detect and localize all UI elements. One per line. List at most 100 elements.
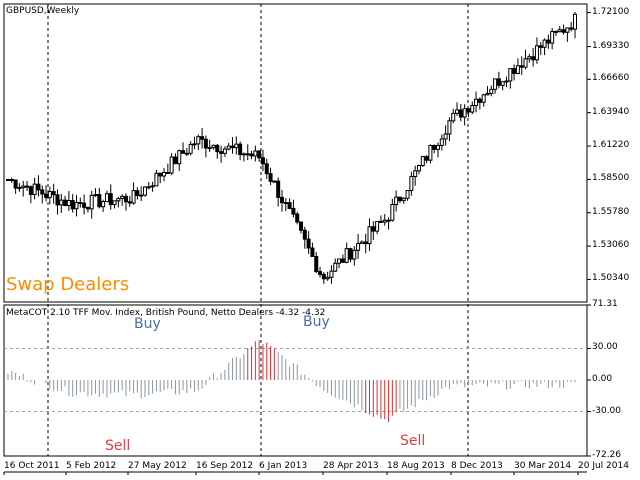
candle-body <box>416 165 421 172</box>
candle-body <box>512 68 517 74</box>
sell-signal-label: Sell <box>105 438 131 454</box>
candle-body <box>397 196 402 202</box>
symbol-label: GBPUSD,Weekly <box>6 6 80 16</box>
candle-body <box>276 180 281 198</box>
candle-body <box>188 143 193 154</box>
candle-body <box>542 39 547 48</box>
candle-body <box>462 108 467 118</box>
candle-body <box>207 147 212 150</box>
candle-body <box>378 220 383 223</box>
candle-body <box>546 39 551 44</box>
candle-body <box>238 143 243 155</box>
candle-body <box>85 206 90 210</box>
candle-body <box>158 172 163 177</box>
candle-body <box>321 273 326 280</box>
candle-body <box>485 92 490 96</box>
candle-body <box>184 152 189 155</box>
price-tick-label: 1.53060 <box>592 240 630 251</box>
candle-body <box>386 219 391 222</box>
indicator-tick-label: 30.00 <box>592 342 618 353</box>
candle-body <box>363 241 368 245</box>
candle-body <box>44 193 49 198</box>
candle-body <box>17 187 22 190</box>
candle-body <box>6 179 10 182</box>
candle-body <box>496 78 501 86</box>
candle-body <box>359 241 364 244</box>
candle-body <box>451 112 456 122</box>
candle-body <box>295 213 300 223</box>
price-tick-label: 1.72100 <box>592 6 630 17</box>
candle-body <box>200 136 205 140</box>
candle-body <box>390 204 395 221</box>
candle-body <box>219 151 224 154</box>
candle-body <box>279 196 284 204</box>
candle-body <box>9 179 14 182</box>
price-tick-label: 1.69330 <box>592 40 630 51</box>
candle-body <box>333 262 338 272</box>
candle-body <box>97 194 102 208</box>
indicator-tick-label: 0.00 <box>592 374 613 384</box>
time-tick-label: 28 Apr 2013 <box>323 461 379 471</box>
candle-body <box>135 190 140 196</box>
candle-body <box>66 200 71 206</box>
price-tick-label: 1.66660 <box>592 73 630 84</box>
candle-body <box>481 94 486 103</box>
candle-body <box>32 183 37 195</box>
candle-body <box>146 186 151 189</box>
candle-body <box>455 109 460 114</box>
candle-body <box>409 176 414 192</box>
price-panel-frame <box>3 3 588 303</box>
candle-body <box>120 195 125 200</box>
candle-body <box>104 193 109 203</box>
candle-body <box>169 156 174 174</box>
candle-body <box>439 138 444 146</box>
time-tick-label: 8 Dec 2013 <box>451 461 503 471</box>
candle-body <box>192 143 197 146</box>
candle-body <box>215 144 220 153</box>
candle-body <box>21 185 26 189</box>
sell-signal-label: Sell <box>400 433 426 449</box>
candle-body <box>127 201 132 204</box>
candle-body <box>230 145 235 149</box>
candle-body <box>196 136 201 145</box>
candle-body <box>226 145 231 150</box>
indicator-tick-label: -30.00 <box>592 405 622 416</box>
candle-body <box>306 238 311 249</box>
overlay-label: Swap Dealers <box>6 274 130 295</box>
time-tick-label: 5 Feb 2012 <box>66 461 117 471</box>
candle-body <box>162 172 167 177</box>
candle-body <box>466 108 471 113</box>
candle-body <box>561 29 566 33</box>
price-tick-label: 1.61220 <box>592 140 630 150</box>
candle-body <box>493 78 498 90</box>
candle-body <box>531 56 536 61</box>
candle-body <box>325 276 330 280</box>
candle-body <box>470 105 475 113</box>
candle-body <box>51 191 56 196</box>
candle-body <box>428 144 433 161</box>
candle-body <box>553 30 558 33</box>
candle-body <box>367 226 372 245</box>
price-tick-label: 1.55780 <box>592 206 630 217</box>
candle-body <box>283 202 288 205</box>
candle-body <box>211 144 216 149</box>
candle-body <box>329 270 334 278</box>
time-tick-label: 18 Aug 2013 <box>387 461 445 471</box>
candle-body <box>508 68 513 82</box>
candle-body <box>253 150 258 157</box>
candle-body <box>573 13 577 30</box>
time-tick-label: 30 Mar 2014 <box>514 461 572 471</box>
candle-body <box>268 173 273 182</box>
indicator-label: MetaCOT 2.10 TFF Mov. Index, British Pou… <box>6 308 326 318</box>
candle-body <box>272 180 277 183</box>
candle-body <box>538 45 543 48</box>
candle-body <box>47 191 52 198</box>
candle-body <box>557 29 562 33</box>
candle-body <box>234 143 239 149</box>
candle-body <box>78 201 83 204</box>
candle-body <box>63 199 68 206</box>
candle-body <box>504 80 509 83</box>
price-tick-label: 1.58500 <box>592 173 630 184</box>
candle-body <box>257 150 262 159</box>
